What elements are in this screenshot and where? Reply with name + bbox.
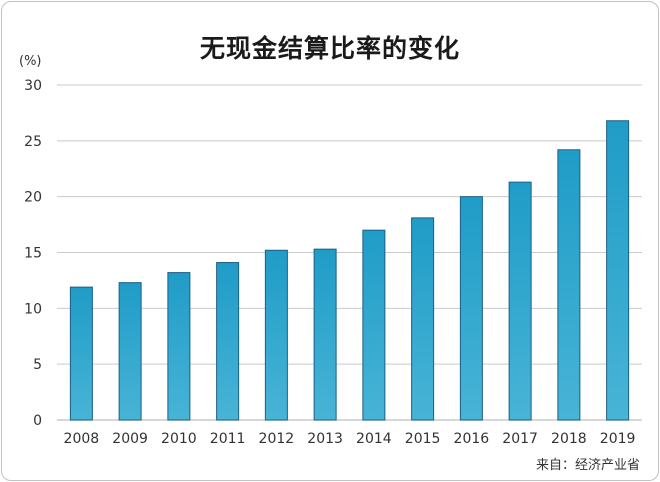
x-tick-label: 2011 <box>210 431 246 447</box>
bar-2008 <box>69 286 93 421</box>
y-tick-label: 30 <box>24 78 42 94</box>
bar-2011 <box>216 262 240 421</box>
bar-2010 <box>167 272 191 421</box>
gridlines <box>57 84 642 421</box>
y-tick-label: 5 <box>33 357 42 373</box>
x-tick-label: 2015 <box>405 431 441 447</box>
x-tick-label: 2019 <box>600 431 636 447</box>
y-tick-label: 10 <box>24 301 42 317</box>
bar-2009 <box>118 282 142 421</box>
bar-2016 <box>459 196 483 421</box>
x-tick-label: 2018 <box>551 431 587 447</box>
y-axis-ticks: 0 5 10 15 20 25 30 <box>24 78 42 429</box>
bar-2015 <box>411 217 435 421</box>
x-tick-label: 2008 <box>64 431 100 447</box>
x-axis-ticks: 2008 2009 2010 2011 2012 2013 2014 2015 2016 2017… <box>64 431 636 447</box>
x-tick-label: 2012 <box>259 431 295 447</box>
y-tick-label: 25 <box>24 134 42 150</box>
bar-2012 <box>264 249 288 421</box>
x-tick-label: 2010 <box>161 431 197 447</box>
y-tick-label: 20 <box>24 190 42 206</box>
bar-2014 <box>362 229 386 421</box>
source-note: 来自：经济产业省 <box>535 458 640 473</box>
bar-2018 <box>557 149 581 421</box>
x-tick-label: 2017 <box>502 431 538 447</box>
y-tick-label: 0 <box>33 413 42 429</box>
bar-2017 <box>508 181 532 421</box>
bars <box>69 120 630 421</box>
chart-title: 无现金结算比率的变化 <box>199 34 460 63</box>
x-tick-label: 2013 <box>307 431 343 447</box>
bar-2019 <box>606 120 630 421</box>
x-tick-label: 2014 <box>356 431 392 447</box>
y-tick-label: 15 <box>24 246 42 262</box>
x-tick-label: 2009 <box>112 431 148 447</box>
x-tick-label: 2016 <box>454 431 490 447</box>
bar-2013 <box>313 248 337 421</box>
y-axis-unit-label: (%) <box>19 54 42 69</box>
